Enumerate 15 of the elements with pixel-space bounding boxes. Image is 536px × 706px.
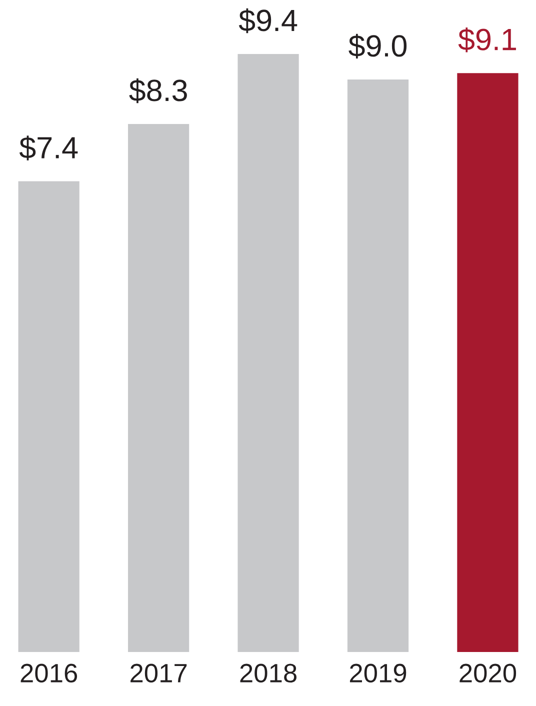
data-label: $9.1 xyxy=(458,27,516,52)
data-label: $9.4 xyxy=(238,8,298,34)
x-tick-label: 2017 xyxy=(130,664,187,682)
bar xyxy=(347,79,409,652)
data-label: $7.4 xyxy=(19,136,78,160)
x-tick-label: 2020 xyxy=(460,664,516,682)
x-tick-label: 2019 xyxy=(350,664,406,682)
bar xyxy=(457,73,518,652)
bar xyxy=(18,181,80,652)
bar xyxy=(238,54,299,652)
x-tick-label: 2016 xyxy=(20,664,78,682)
bar xyxy=(128,124,190,652)
data-label: $9.0 xyxy=(348,34,407,59)
x-tick-label: 2018 xyxy=(240,664,296,682)
data-label: $8.3 xyxy=(129,78,187,104)
